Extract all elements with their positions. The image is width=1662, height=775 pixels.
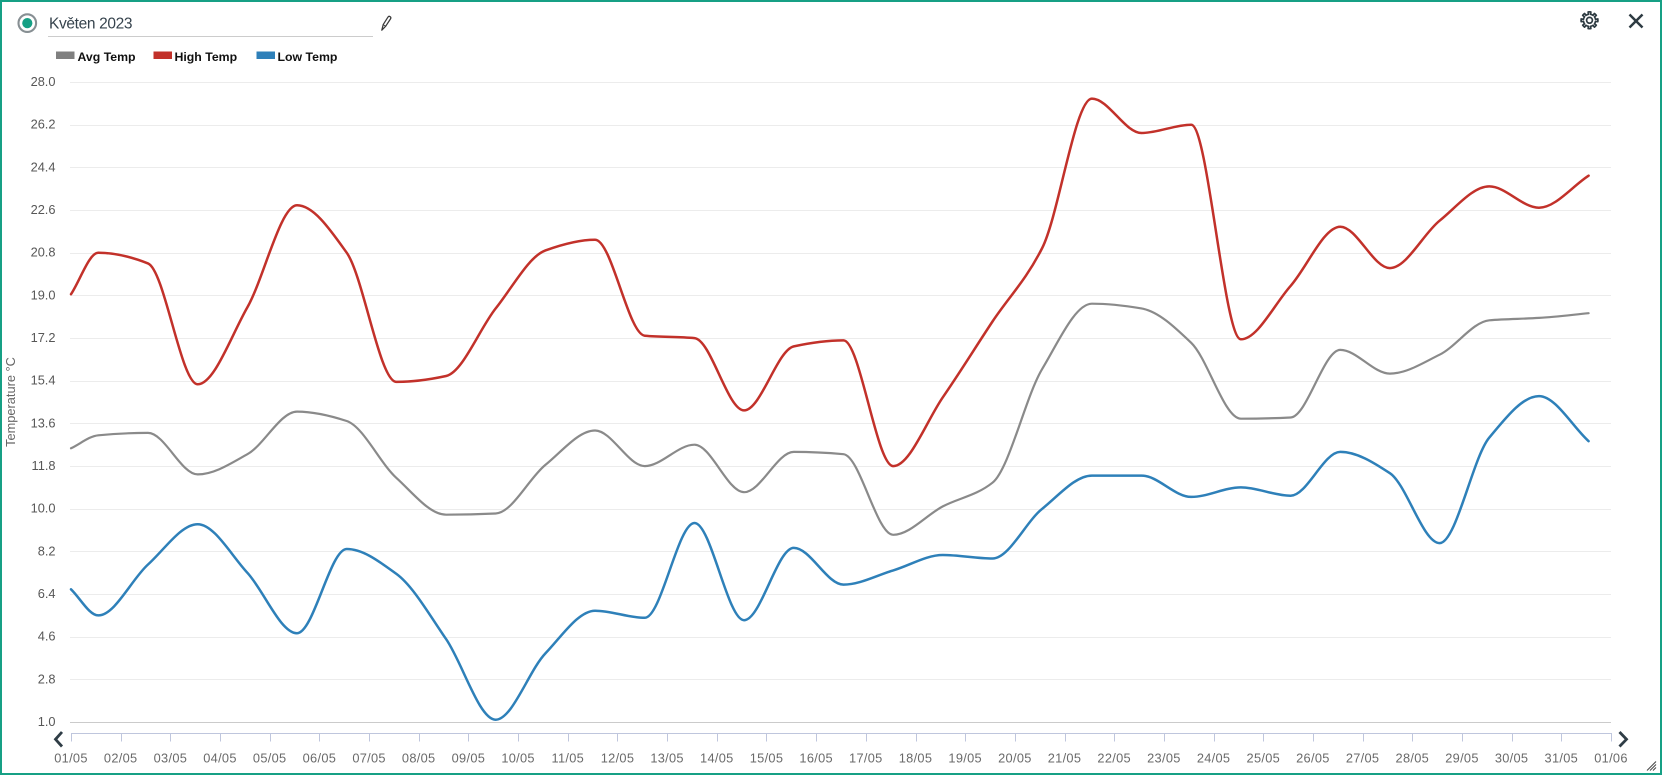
svg-text:18/05: 18/05 xyxy=(899,751,933,766)
svg-text:28/05: 28/05 xyxy=(1396,751,1430,766)
svg-text:12/05: 12/05 xyxy=(601,751,635,766)
svg-text:27/05: 27/05 xyxy=(1346,751,1380,766)
svg-text:22/05: 22/05 xyxy=(1097,751,1131,766)
svg-text:01/06: 01/06 xyxy=(1594,751,1628,766)
svg-text:21/05: 21/05 xyxy=(1048,751,1082,766)
svg-text:09/05: 09/05 xyxy=(452,751,486,766)
svg-text:31/05: 31/05 xyxy=(1545,751,1579,766)
svg-text:03/05: 03/05 xyxy=(154,751,188,766)
svg-text:2.8: 2.8 xyxy=(38,671,56,686)
svg-text:19.0: 19.0 xyxy=(31,287,56,302)
svg-text:24.4: 24.4 xyxy=(31,159,56,174)
svg-text:06/05: 06/05 xyxy=(303,751,337,766)
svg-text:29/05: 29/05 xyxy=(1445,751,1479,766)
svg-text:10/05: 10/05 xyxy=(501,751,535,766)
svg-text:15.4: 15.4 xyxy=(31,373,56,388)
svg-text:14/05: 14/05 xyxy=(700,751,734,766)
svg-text:17.2: 17.2 xyxy=(31,330,56,345)
svg-text:6.4: 6.4 xyxy=(38,586,56,601)
svg-text:15/05: 15/05 xyxy=(750,751,784,766)
svg-text:Temperature °C: Temperature °C xyxy=(3,357,18,447)
svg-text:19/05: 19/05 xyxy=(948,751,982,766)
svg-text:20/05: 20/05 xyxy=(998,751,1032,766)
svg-text:16/05: 16/05 xyxy=(799,751,833,766)
svg-text:07/05: 07/05 xyxy=(352,751,386,766)
svg-text:22.6: 22.6 xyxy=(31,202,56,217)
svg-text:8.2: 8.2 xyxy=(38,543,56,558)
svg-text:1.0: 1.0 xyxy=(38,714,56,729)
svg-text:13/05: 13/05 xyxy=(650,751,684,766)
svg-text:02/05: 02/05 xyxy=(104,751,138,766)
svg-text:26/05: 26/05 xyxy=(1296,751,1330,766)
svg-text:20.8: 20.8 xyxy=(31,245,56,260)
svg-text:25/05: 25/05 xyxy=(1247,751,1281,766)
svg-text:Low Temp: Low Temp xyxy=(278,50,338,64)
svg-text:04/05: 04/05 xyxy=(203,751,237,766)
svg-text:17/05: 17/05 xyxy=(849,751,883,766)
svg-text:Avg Temp: Avg Temp xyxy=(78,50,136,64)
svg-text:13.6: 13.6 xyxy=(31,415,56,430)
svg-text:4.6: 4.6 xyxy=(38,629,56,644)
svg-text:08/05: 08/05 xyxy=(402,751,436,766)
svg-text:23/05: 23/05 xyxy=(1147,751,1181,766)
svg-text:11.8: 11.8 xyxy=(32,458,56,473)
svg-text:10.0: 10.0 xyxy=(31,501,56,516)
svg-text:Květen 2023: Květen 2023 xyxy=(49,16,132,33)
svg-text:11/05: 11/05 xyxy=(552,751,585,766)
svg-text:01/05: 01/05 xyxy=(54,751,88,766)
svg-text:26.2: 26.2 xyxy=(31,117,56,132)
svg-text:High Temp: High Temp xyxy=(175,50,238,64)
svg-text:24/05: 24/05 xyxy=(1197,751,1231,766)
svg-text:30/05: 30/05 xyxy=(1495,751,1529,766)
svg-text:05/05: 05/05 xyxy=(253,751,287,766)
svg-text:28.0: 28.0 xyxy=(31,74,56,89)
